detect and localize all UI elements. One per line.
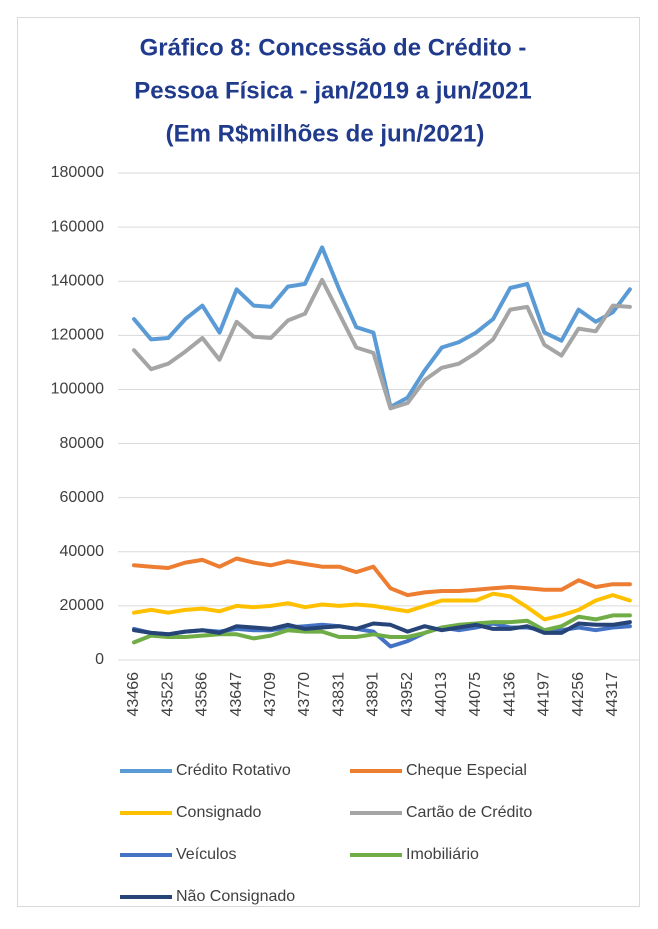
legend-label: Consignado [176, 804, 262, 821]
y-tick-label: 80000 [60, 435, 105, 452]
chart-title: Gráfico 8: Concessão de Crédito - [140, 34, 527, 61]
series-line [132, 620, 632, 637]
chart-title: (Em R$milhões de jun/2021) [166, 120, 485, 147]
y-tick-label: 20000 [60, 597, 105, 614]
x-tick-label: 43709 [262, 672, 279, 717]
chart-title: Pessoa Física - jan/2019 a jun/2021 [134, 77, 532, 104]
legend-label: Não Consignado [176, 888, 295, 905]
x-tick-label: 44075 [467, 672, 484, 717]
y-tick-label: 100000 [51, 381, 104, 398]
x-tick-label: 43586 [194, 672, 211, 717]
chart-border [17, 17, 640, 907]
x-tick-label: 44317 [604, 672, 621, 717]
x-tick-label: 43952 [399, 672, 416, 717]
x-tick-label: 44013 [433, 672, 450, 717]
x-tick-label: 44136 [501, 672, 518, 717]
y-tick-label: 160000 [51, 218, 104, 235]
series-line [132, 613, 632, 645]
y-tick-label: 0 [95, 651, 104, 668]
x-tick-label: 43831 [330, 672, 347, 717]
series-line [132, 277, 632, 411]
y-tick-label: 180000 [51, 164, 104, 181]
y-tick-label: 60000 [60, 489, 105, 506]
legend-label: Cheque Especial [406, 762, 527, 779]
x-tick-label: 43770 [296, 672, 313, 717]
y-tick-label: 140000 [51, 272, 104, 289]
y-tick-label: 120000 [51, 327, 104, 344]
legend-label: Crédito Rotativo [176, 762, 291, 779]
series-line [132, 591, 632, 622]
x-tick-label: 43891 [365, 672, 382, 717]
x-tick-label: 43647 [228, 672, 245, 717]
series-line [132, 245, 632, 409]
legend-label: Imobiliário [406, 846, 479, 863]
x-tick-label: 44256 [570, 672, 587, 717]
x-tick-label: 43466 [125, 672, 142, 717]
x-tick-label: 43525 [159, 672, 176, 717]
x-tick-label: 44197 [536, 672, 553, 717]
series-line [132, 556, 632, 598]
legend-label: Cartão de Crédito [406, 804, 532, 821]
y-tick-label: 40000 [60, 543, 105, 560]
legend-label: Veículos [176, 846, 236, 863]
